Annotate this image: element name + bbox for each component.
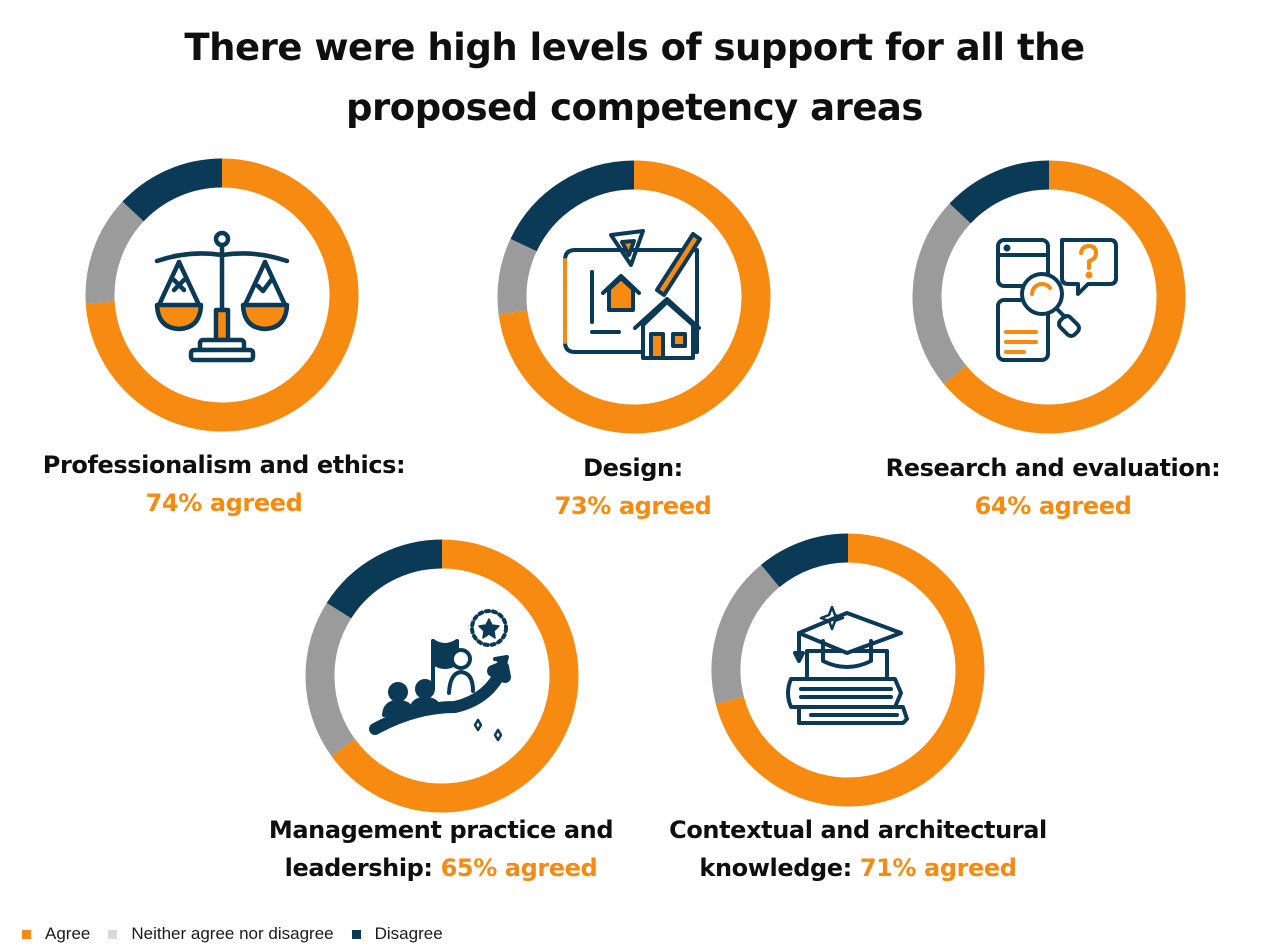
page-title: There were high levels of support for al… [0,18,1269,138]
segment-disagree [326,539,443,619]
leadership-growth-icon [369,609,511,742]
segment-neutral [85,201,144,304]
label-percent: 71% agreed [859,854,1017,882]
legend-item-disagree: Disagree [351,924,443,944]
label-title: Contextual and architectural [669,816,1047,844]
legend-label: Disagree [374,924,443,943]
scales-of-justice-icon [154,230,290,363]
label-research: Research and evaluation: 64% agreed [853,449,1253,525]
label-percent: 65% agreed [440,854,598,882]
segment-neutral [711,564,780,704]
segment-agree [85,158,359,432]
donut-chart-professionalism [85,158,359,432]
legend-label: Neither agree nor disagree [131,924,334,943]
donut-chart-management [305,539,579,813]
segment-agree [715,533,985,807]
segment-disagree [760,533,849,588]
legend: Agree Neither agree nor disagree Disagre… [22,921,461,947]
label-title: Professionalism and ethics: [42,451,406,479]
label-title: Research and evaluation: [885,454,1221,482]
segment-disagree [122,158,223,222]
label-percent: 64% agreed [974,492,1132,520]
label-title: Design: [583,454,683,482]
legend-label: Agree [45,924,91,943]
label-title: Management practice and [268,816,614,844]
label-percent: 73% agreed [554,492,712,520]
donut-chart-research [912,160,1186,434]
title-line-1: There were high levels of support for al… [184,26,1085,69]
segment-disagree [510,160,635,252]
donut-chart-contextual [711,533,985,807]
label-design: Design: 73% agreed [433,449,833,525]
legend-swatch [22,929,31,939]
label-prefix: leadership: [284,854,441,882]
segment-neutral [912,203,971,385]
label-management: Management practice and leadership: 65% … [241,811,641,887]
legend-swatch [351,929,361,939]
blueprint-house-icon [563,229,702,360]
label-percent: 74% agreed [145,489,303,517]
segment-neutral [305,602,356,757]
segment-neutral [497,238,537,315]
legend-item-neutral: Neither agree nor disagree [108,924,334,944]
label-prefix: knowledge: [699,854,860,882]
segment-agree [331,539,579,813]
segment-agree [943,160,1186,434]
research-magnifier-icon [996,238,1118,362]
segment-agree [498,160,771,434]
donut-chart-design [497,160,771,434]
graduation-books-icon [786,605,909,725]
label-professionalism: Professionalism and ethics: 74% agreed [24,446,424,522]
label-contextual: Contextual and architectural knowledge: … [658,811,1058,887]
legend-item-agree: Agree [22,924,90,944]
segment-disagree [949,160,1050,224]
legend-swatch [108,929,118,939]
title-line-2: proposed competency areas [346,86,923,129]
